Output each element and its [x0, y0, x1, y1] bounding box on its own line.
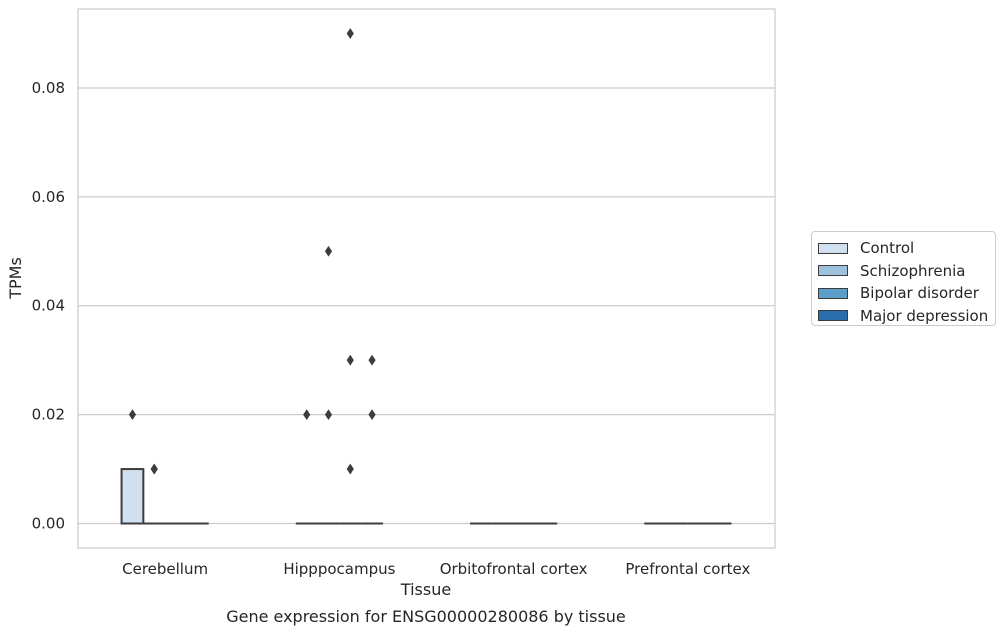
- legend-label-schizophrenia: Schizophrenia: [860, 261, 966, 280]
- outlier-point-control: [128, 409, 137, 421]
- outlier-point-control: [303, 409, 311, 421]
- y-tick-label: 0.08: [32, 79, 65, 97]
- y-tick-label: 0.04: [32, 297, 65, 315]
- legend-swatch-major-depression: [818, 310, 848, 322]
- legend-item-major-depression: Major depression: [818, 305, 995, 328]
- legend-label-bipolar-disorder: Bipolar disorder: [860, 284, 979, 303]
- legend-swatch-bipolar-disorder: [818, 287, 848, 299]
- x-axis-label: Tissue: [400, 580, 451, 599]
- outlier-point-major-depression: [368, 409, 376, 421]
- outlier-point-schizophrenia: [324, 409, 333, 421]
- legend-swatch-control: [818, 242, 848, 254]
- x-axis-ticks: Cerebellum Hipppocampus Orbitofrontal cort…: [122, 560, 750, 578]
- y-tick-label: 0.02: [32, 406, 65, 424]
- x-tick-label-hipppocampus: Hipppocampus: [283, 560, 395, 578]
- x-tick-label-cerebellum: Cerebellum: [122, 560, 208, 578]
- legend: Control Schizophrenia Bipolar disorder M…: [811, 231, 996, 326]
- boxes-layer: [120, 468, 732, 525]
- y-axis-ticks: 0.00 0.02 0.04 0.06 0.08: [32, 79, 65, 533]
- x-tick-label-prefrontal-cortex: Prefrontal cortex: [625, 560, 750, 578]
- legend-swatch-schizophrenia: [818, 265, 848, 277]
- outlier-point-bipolar-disorder: [346, 463, 354, 475]
- outlier-point-schizophrenia: [324, 245, 333, 257]
- legend-item-bipolar-disorder: Bipolar disorder: [818, 282, 995, 305]
- outliers-layer: [128, 28, 376, 475]
- outlier-point-bipolar-disorder: [346, 354, 354, 366]
- legend-label-major-depression: Major depression: [860, 306, 989, 325]
- box-body: [120, 468, 145, 525]
- x-tick-label-orbitofrontal-cortex: Orbitofrontal cortex: [440, 560, 588, 578]
- y-tick-label: 0.06: [32, 188, 65, 206]
- chart-title: Gene expression for ENSG00000280086 by t…: [226, 607, 626, 626]
- outlier-point-major-depression: [368, 354, 376, 366]
- legend-label-control: Control: [860, 239, 915, 258]
- y-axis-label: TPMs: [6, 257, 25, 300]
- legend-item-control: Control: [818, 237, 995, 260]
- plot-area-frame: [77, 8, 776, 549]
- legend-item-schizophrenia: Schizophrenia: [818, 260, 995, 283]
- y-tick-label: 0.00: [32, 515, 65, 533]
- outlier-point-schizophrenia: [150, 463, 158, 475]
- outlier-point-bipolar-disorder: [346, 28, 354, 39]
- box-control-cerebellum: [120, 468, 145, 525]
- grid-layer: [78, 87, 775, 525]
